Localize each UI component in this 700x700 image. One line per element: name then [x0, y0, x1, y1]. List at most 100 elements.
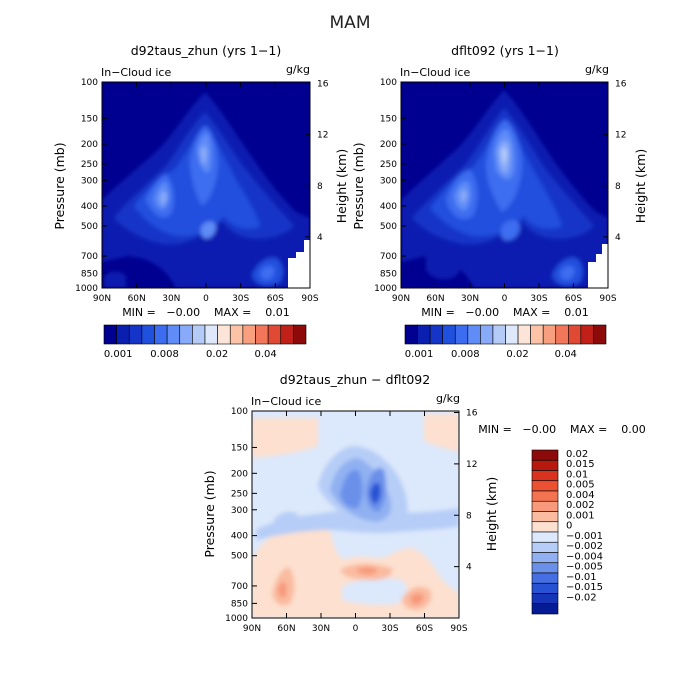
x-tick-label: 90S [301, 294, 318, 304]
panel-2-units-label: g/kg [585, 63, 609, 76]
y-tick-label: 200 [231, 469, 248, 479]
x-tick-label: 30S [530, 294, 547, 304]
colorbar-swatch [467, 324, 481, 345]
colorbar-swatch [442, 324, 456, 345]
colorbar-swatch [128, 324, 143, 345]
colorbar-label: 0.008 [451, 349, 480, 360]
panel-3-xticks: 90N 60N 30N 0 30S 60S 90S [243, 411, 468, 634]
y2-tick-label: 16 [466, 409, 478, 419]
y-tick-label: 700 [380, 252, 397, 262]
colorbar-swatch [116, 324, 130, 345]
panel-1-minmax: MIN = −0.00 MAX = 0.01 [122, 306, 290, 319]
y2-tick-label: 12 [466, 460, 477, 470]
x-tick-label: 0 [502, 294, 508, 304]
x-tick-label: 30N [461, 294, 479, 304]
colorbar-swatch [542, 324, 557, 345]
colorbar-swatch [531, 459, 559, 471]
y2-tick-label: 8 [615, 182, 621, 192]
x-tick-label: 90S [599, 294, 616, 304]
colorbar-label: 0.008 [150, 349, 179, 360]
panel-1-xticks: 90N 60N 30N 0 30S 60S 90S [93, 82, 319, 304]
panel-3-units-label: g/kg [436, 392, 460, 405]
panel-1-left-label: In−Cloud ice [101, 66, 171, 79]
y-tick-label: 250 [81, 160, 98, 170]
y-tick-label: 150 [380, 114, 397, 124]
y-tick-label: 250 [380, 160, 397, 170]
panel-2-yticks: 100 150 200 250 300 400 500 700 850 1000 [374, 78, 406, 294]
colorbar-swatch [531, 500, 559, 512]
colorbar-label: 0.04 [254, 349, 276, 360]
y2-tick-label: 16 [317, 80, 329, 90]
x-tick-label: 0 [353, 624, 359, 634]
panel-2-title: dflt092 (yrs 1−1) [451, 43, 559, 58]
colorbar-swatch [204, 324, 218, 345]
y2-tick-label: 4 [466, 563, 472, 573]
panel-1-axes: 90N 60N 30N 0 30S 60S 90S 100 150 200 250 300 400 50… [75, 78, 329, 304]
colorbar-swatch [192, 324, 206, 345]
panel-1-colorbar: 0.001 0.008 0.02 0.04 [103, 324, 307, 360]
panel-3-colorbar: 0.020.0150.010.0050.0040.0020.0010−0.001… [531, 449, 603, 615]
panel-2-axes: 90N 60N 30N 0 30S 60S 90S 100 150 200 250 300 400 50… [374, 78, 627, 304]
colorbar-label: 0.001 [566, 510, 595, 521]
y-tick-label: 850 [81, 269, 98, 279]
y-tick-label: 400 [81, 202, 98, 212]
colorbar-label: 0.01 [566, 469, 588, 480]
panel-1-plot-area [102, 82, 310, 288]
colorbar-swatch [141, 324, 155, 345]
colorbar-swatch [179, 324, 193, 345]
panel-2-minmax: MIN = −0.00 MAX = 0.01 [421, 306, 589, 319]
colorbar-swatch [280, 324, 294, 345]
y-tick-label: 500 [380, 222, 397, 232]
x-tick-label: 0 [203, 294, 209, 304]
panel-2-ylabel: Pressure (mb) [351, 142, 366, 229]
colorbar-label: −0.004 [566, 551, 603, 562]
panel-2-colorbar: 0.001 0.008 0.02 0.04 [404, 324, 607, 360]
colorbar-swatch [531, 531, 559, 543]
colorbar-swatch [417, 324, 431, 345]
colorbar-swatch [568, 324, 582, 345]
x-tick-label: 60N [426, 294, 444, 304]
colorbar-label: 0 [566, 521, 572, 532]
colorbar-swatch [531, 511, 559, 523]
x-tick-label: 30N [162, 294, 180, 304]
y2-tick-label: 4 [615, 233, 621, 243]
panel-2-left-label: In−Cloud ice [400, 66, 470, 79]
colorbar-swatch [531, 480, 559, 492]
panel-1: d92taus_zhun (yrs 1−1) In−Cloud ice g/kg [52, 43, 349, 360]
colorbar-swatch [267, 324, 282, 345]
colorbar-label: −0.005 [566, 562, 603, 573]
colorbar-label: −0.02 [566, 592, 597, 603]
colorbar-swatch [531, 470, 559, 482]
colorbar-label: 0.001 [104, 349, 133, 360]
x-tick-label: 30S [232, 294, 249, 304]
panel-1-units-label: g/kg [286, 63, 310, 76]
colorbar-label: −0.001 [566, 531, 603, 542]
panel-2-xticks: 90N 60N 30N 0 30S 60S 90S [392, 82, 617, 304]
colorbar-swatch [480, 324, 494, 345]
colorbar-swatch [531, 552, 559, 564]
y-tick-label: 850 [380, 269, 397, 279]
y-tick-label: 300 [380, 176, 397, 186]
x-tick-label: 90S [450, 624, 467, 634]
colorbar-swatch [429, 324, 443, 345]
panel-3-y2label: Height (km) [484, 477, 499, 551]
x-tick-label: 90N [93, 294, 111, 304]
y-tick-label: 300 [231, 506, 248, 516]
panel-3-yticks: 100 150 200 250 300 400 500 700 850 1000 [225, 407, 257, 624]
colorbar-label: −0.01 [566, 572, 597, 583]
colorbar-swatch [593, 324, 607, 345]
colorbar-swatch [580, 324, 594, 345]
panel-3-plot-area [252, 411, 459, 618]
panel-1-yticks: 100 150 200 250 300 400 500 700 850 1000 [75, 78, 107, 294]
panel-3-minmax: MIN = −0.00 MAX = 0.00 [478, 423, 646, 436]
y2-tick-label: 8 [466, 511, 472, 521]
panel-3-ylabel: Pressure (mb) [202, 470, 217, 557]
y-tick-label: 300 [81, 176, 98, 186]
panel-1-title: d92taus_zhun (yrs 1−1) [131, 43, 282, 58]
colorbar-swatch [531, 490, 559, 502]
x-tick-label: 60N [277, 624, 295, 634]
colorbar-label: 0.02 [566, 449, 588, 460]
colorbar-label: −0.015 [566, 582, 603, 593]
colorbar-swatch [229, 324, 244, 345]
